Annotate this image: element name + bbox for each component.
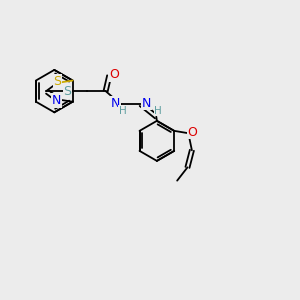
Text: O: O (188, 125, 197, 139)
Text: O: O (110, 68, 119, 81)
Text: H: H (154, 106, 162, 116)
Text: N: N (52, 94, 62, 107)
Text: S: S (63, 85, 71, 98)
Text: S: S (53, 75, 62, 88)
Text: N: N (142, 97, 151, 110)
Text: N: N (111, 97, 120, 110)
Text: H: H (118, 106, 126, 116)
